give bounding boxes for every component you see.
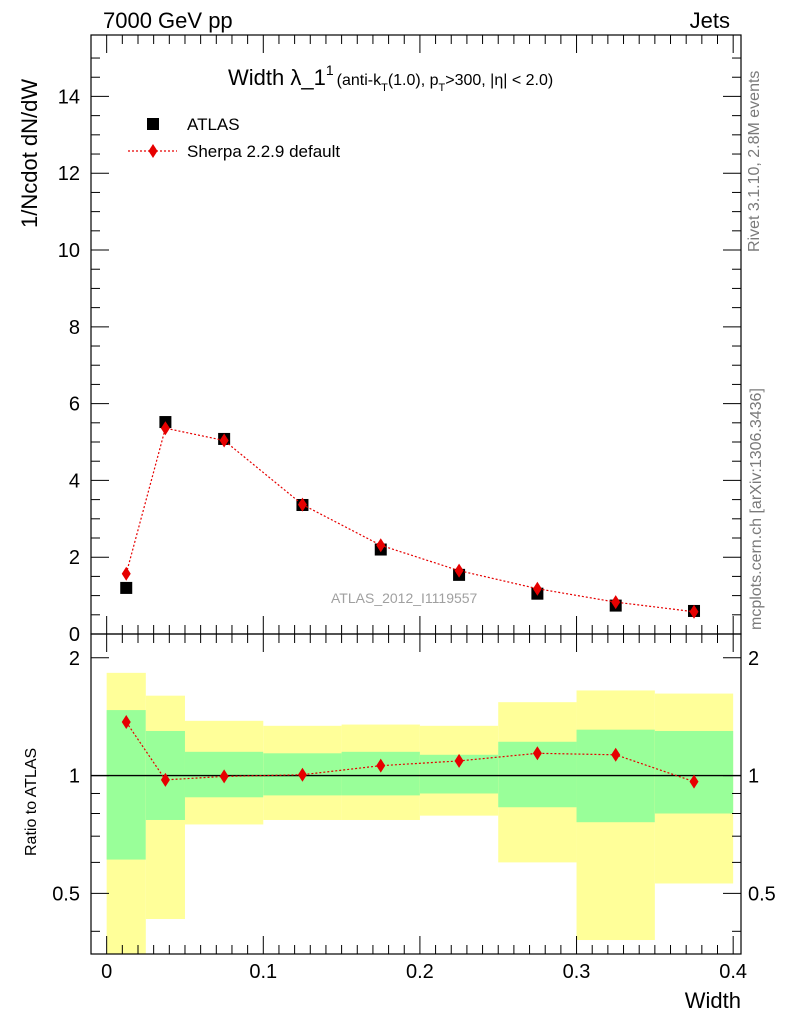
- x-tick-label: 0.4: [719, 961, 747, 983]
- ratio-sherpa-point: [297, 767, 307, 782]
- title-main: Width λ_1: [228, 65, 326, 90]
- ratio-tick-label-right: 0.5: [748, 883, 776, 905]
- sherpa-data-point: [297, 497, 307, 512]
- ratio-sherpa-point: [219, 769, 229, 784]
- title-sub-t: T: [381, 82, 388, 94]
- x-tick-label: 0: [101, 961, 112, 983]
- y-tick-label: 2: [69, 547, 80, 569]
- header-right-label: Jets: [689, 8, 730, 33]
- y-tick-label: 4: [69, 470, 80, 492]
- atlas-data-point: [120, 581, 133, 594]
- title-sub-t2: T: [439, 82, 446, 94]
- x-tick-label: 0.2: [406, 961, 434, 983]
- sherpa-data-point: [532, 581, 542, 596]
- ratio-uncertainty-bands: [106, 672, 734, 954]
- ratio-sherpa-point: [689, 774, 699, 789]
- ratio-sherpa-point: [121, 715, 131, 730]
- header-left-label: 7000 GeV pp: [103, 8, 233, 33]
- title-subtitle: (anti-k: [337, 72, 382, 89]
- ratio-tick-label-left: 2: [69, 648, 80, 670]
- ratio-tick-label-left: 1: [69, 766, 80, 788]
- ratio-inner-band: [106, 710, 146, 860]
- title-subtitle-2: (1.0), p: [388, 72, 439, 89]
- ratio-tick-label-right: 1: [748, 766, 759, 788]
- ratio-inner-band: [341, 751, 420, 796]
- x-axis-label: Width: [685, 988, 741, 1013]
- analysis-watermark: ATLAS_2012_I1119557: [331, 590, 478, 606]
- ratio-sherpa-point: [454, 753, 464, 768]
- y-tick-label: 6: [69, 394, 80, 416]
- y-axis-label: 1/Ncdot dN/dW: [17, 79, 42, 228]
- ratio-plot-series: [121, 715, 699, 789]
- legend-sherpa-label: Sherpa 2.2.9 default: [187, 142, 340, 161]
- ratio-sherpa-point: [532, 746, 542, 761]
- x-tick-label: 0.1: [249, 961, 277, 983]
- ratio-inner-band: [654, 730, 734, 814]
- legend: ATLAS Sherpa 2.2.9 default: [128, 115, 340, 161]
- chart-title: Width λ_11(anti-kT(1.0), pT>300, |η| < 2…: [228, 62, 553, 94]
- sherpa-data-point: [219, 433, 229, 448]
- sherpa-data-point: [121, 566, 131, 581]
- sherpa-data-point: [611, 595, 621, 610]
- ratio-sherpa-point: [160, 772, 170, 787]
- ratio-tick-label-left: 0.5: [52, 883, 80, 905]
- y-tick-label: 10: [58, 240, 80, 262]
- title-superscript: 1: [326, 62, 334, 78]
- x-tick-label: 0.3: [563, 961, 591, 983]
- title-subtitle-3: >300, |η| < 2.0): [445, 72, 553, 89]
- sherpa-data-point: [454, 563, 464, 578]
- y-tick-label: 8: [69, 317, 80, 339]
- sherpa-data-point: [160, 421, 170, 436]
- ratio-sherpa-point: [376, 758, 386, 773]
- sherpa-line: [125, 427, 695, 613]
- y-tick-label: 14: [58, 86, 80, 108]
- ratio-tick-label-right: 2: [748, 648, 759, 670]
- sherpa-data-point: [376, 538, 386, 553]
- y-tick-label: 12: [58, 163, 80, 185]
- ratio-axis-label: Ratio to ATLAS: [23, 748, 40, 856]
- y-tick-label: 0: [69, 624, 80, 646]
- legend-atlas-marker: [147, 118, 159, 130]
- sherpa-data-point: [689, 604, 699, 619]
- legend-atlas-label: ATLAS: [187, 115, 240, 134]
- ratio-sherpa-point: [611, 747, 621, 762]
- legend-sherpa-marker: [148, 144, 158, 158]
- main-plot-series: [120, 416, 701, 619]
- ratio-plot-frame: [90, 633, 742, 955]
